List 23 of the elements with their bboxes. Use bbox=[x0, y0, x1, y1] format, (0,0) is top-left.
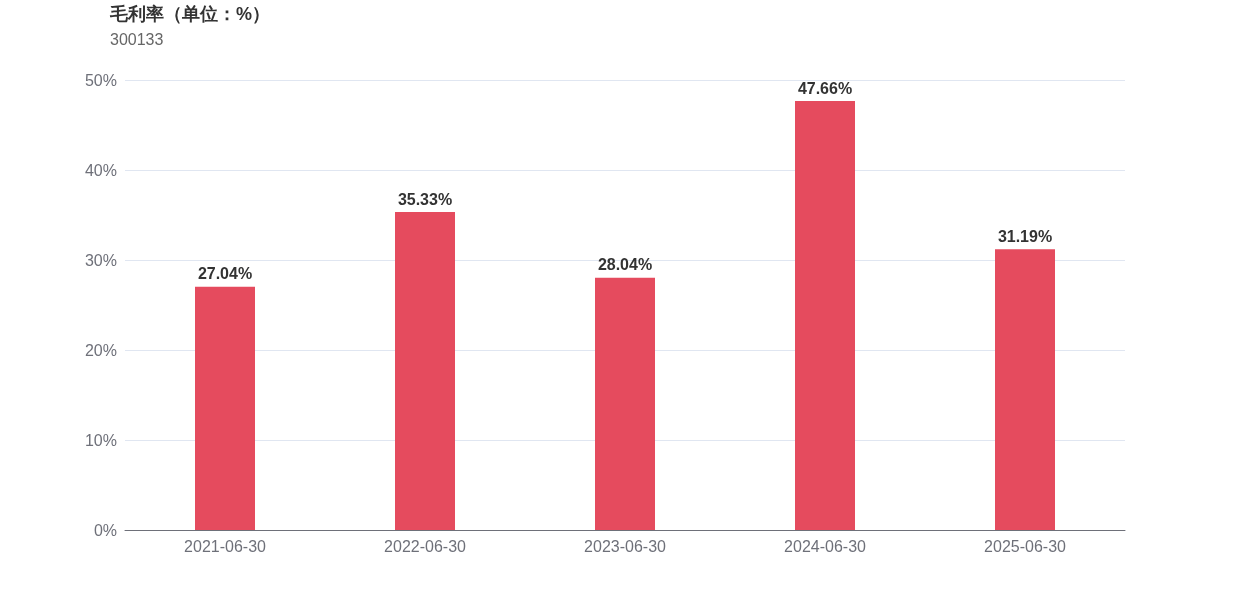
data-label: 27.04% bbox=[197, 265, 253, 283]
y-tick-label: 0% bbox=[93, 521, 117, 539]
bar bbox=[595, 277, 655, 530]
data-label: 35.33% bbox=[397, 190, 453, 208]
x-tick-label: 2022-06-30 bbox=[384, 537, 467, 555]
x-tick-label: 2024-06-30 bbox=[784, 537, 867, 555]
bar bbox=[395, 212, 455, 530]
data-label: 28.04% bbox=[597, 256, 653, 274]
bar bbox=[995, 249, 1055, 530]
y-tick-label: 40% bbox=[84, 161, 117, 179]
y-tick-label: 30% bbox=[84, 251, 117, 269]
x-tick-label: 2023-06-30 bbox=[584, 537, 667, 555]
chart-title: 毛利率（单位：%） bbox=[109, 4, 271, 24]
x-tick-label: 2021-06-30 bbox=[184, 537, 267, 555]
data-label: 31.19% bbox=[997, 227, 1053, 245]
y-tick-label: 50% bbox=[84, 71, 117, 89]
data-label: 47.66% bbox=[797, 79, 853, 97]
chart-subtitle: 300133 bbox=[110, 30, 164, 48]
bar bbox=[195, 286, 255, 530]
y-tick-label: 10% bbox=[84, 431, 117, 449]
bar bbox=[795, 101, 855, 530]
x-tick-label: 2025-06-30 bbox=[984, 537, 1067, 555]
y-tick-label: 20% bbox=[84, 341, 117, 359]
